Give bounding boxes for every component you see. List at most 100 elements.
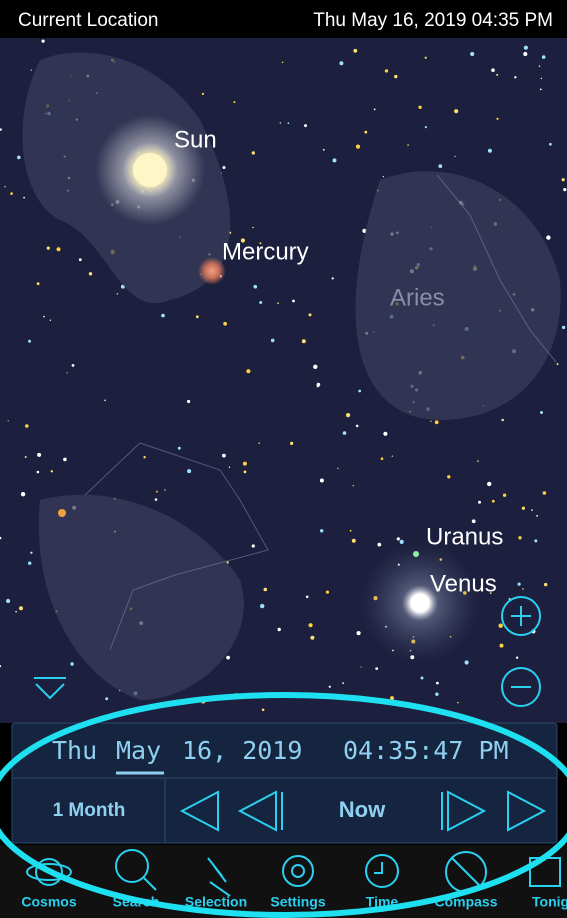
uranus xyxy=(413,551,419,557)
star xyxy=(244,471,247,474)
star xyxy=(523,52,527,56)
star xyxy=(243,462,247,466)
sky-label[interactable]: Sun xyxy=(174,126,217,153)
star xyxy=(375,667,378,670)
star xyxy=(15,611,17,613)
star xyxy=(392,456,393,457)
star xyxy=(23,197,25,199)
star xyxy=(342,682,344,684)
star xyxy=(21,492,25,496)
star xyxy=(352,539,356,543)
star xyxy=(358,390,361,393)
star xyxy=(37,282,40,285)
star xyxy=(356,425,359,428)
star xyxy=(282,62,284,64)
star xyxy=(63,458,67,462)
star xyxy=(42,40,45,43)
star xyxy=(501,419,503,421)
star xyxy=(280,122,281,123)
step-button[interactable]: 1 Month xyxy=(53,800,126,821)
star xyxy=(487,482,491,486)
star xyxy=(258,442,260,444)
star xyxy=(164,489,165,490)
star xyxy=(254,285,258,289)
star xyxy=(477,460,479,462)
star xyxy=(364,131,367,134)
star xyxy=(543,491,547,495)
star xyxy=(304,124,307,127)
star xyxy=(542,55,546,59)
star xyxy=(465,660,469,664)
star xyxy=(156,491,158,493)
star xyxy=(536,515,538,517)
star xyxy=(496,118,498,120)
sky-label[interactable]: Aries xyxy=(390,284,445,311)
star xyxy=(339,61,343,65)
toolbar-label[interactable]: Tonight xyxy=(532,894,567,910)
star xyxy=(306,596,309,599)
star xyxy=(333,158,337,162)
star xyxy=(400,540,404,544)
star xyxy=(223,166,226,169)
star xyxy=(57,247,61,251)
star xyxy=(17,156,21,160)
star xyxy=(541,78,542,79)
date-time[interactable]: 04:35:47 PM xyxy=(343,736,509,765)
star xyxy=(320,529,323,532)
star xyxy=(540,411,543,414)
star xyxy=(503,494,506,497)
star xyxy=(522,507,525,510)
star xyxy=(309,313,312,316)
star xyxy=(222,454,226,458)
star xyxy=(447,475,450,478)
star xyxy=(531,509,533,511)
star xyxy=(425,57,427,59)
star xyxy=(470,52,474,56)
star xyxy=(514,76,516,78)
star xyxy=(350,530,352,532)
star xyxy=(187,400,190,403)
star xyxy=(361,666,362,667)
star xyxy=(89,272,92,275)
star xyxy=(310,636,314,640)
toolbar-label[interactable]: Cosmos xyxy=(21,894,76,910)
star xyxy=(374,109,376,111)
venus xyxy=(360,543,480,663)
toolbar-label[interactable]: Settings xyxy=(270,894,325,910)
now-button[interactable]: Now xyxy=(339,797,386,822)
star xyxy=(516,657,518,659)
star xyxy=(25,424,29,428)
star xyxy=(394,75,397,78)
star xyxy=(271,339,275,343)
star xyxy=(544,583,547,586)
star xyxy=(290,442,293,445)
star xyxy=(260,604,264,608)
star xyxy=(252,544,255,547)
star xyxy=(262,709,265,712)
star xyxy=(6,599,10,603)
date-day-year[interactable]: 16, 2019 xyxy=(182,736,302,765)
sky-label[interactable]: Venus xyxy=(430,570,497,597)
star xyxy=(264,588,268,592)
star xyxy=(161,314,165,318)
star xyxy=(381,457,384,460)
date-weekday[interactable]: Thu xyxy=(52,736,97,765)
sky-label[interactable]: Mercury xyxy=(222,238,309,265)
star xyxy=(492,500,495,503)
star xyxy=(155,498,158,501)
star xyxy=(292,300,295,303)
sky-label[interactable]: Uranus xyxy=(426,523,503,550)
star xyxy=(252,151,255,154)
star xyxy=(302,339,306,343)
star xyxy=(357,631,361,635)
star xyxy=(31,70,32,71)
star xyxy=(332,277,334,279)
star xyxy=(277,302,279,304)
star xyxy=(70,662,73,665)
star xyxy=(37,453,41,457)
star xyxy=(383,176,384,177)
star xyxy=(488,149,492,153)
date-month[interactable]: May xyxy=(116,736,161,765)
star xyxy=(546,235,550,239)
star xyxy=(418,106,421,109)
